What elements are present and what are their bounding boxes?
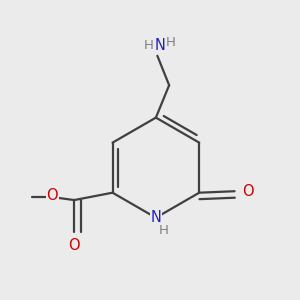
Text: N: N xyxy=(151,210,161,225)
Text: H: H xyxy=(158,224,168,238)
Text: O: O xyxy=(242,184,254,199)
Text: N: N xyxy=(155,38,166,53)
Text: H: H xyxy=(144,39,154,52)
Text: H: H xyxy=(166,36,176,49)
Text: O: O xyxy=(68,238,80,253)
Text: O: O xyxy=(46,188,58,203)
